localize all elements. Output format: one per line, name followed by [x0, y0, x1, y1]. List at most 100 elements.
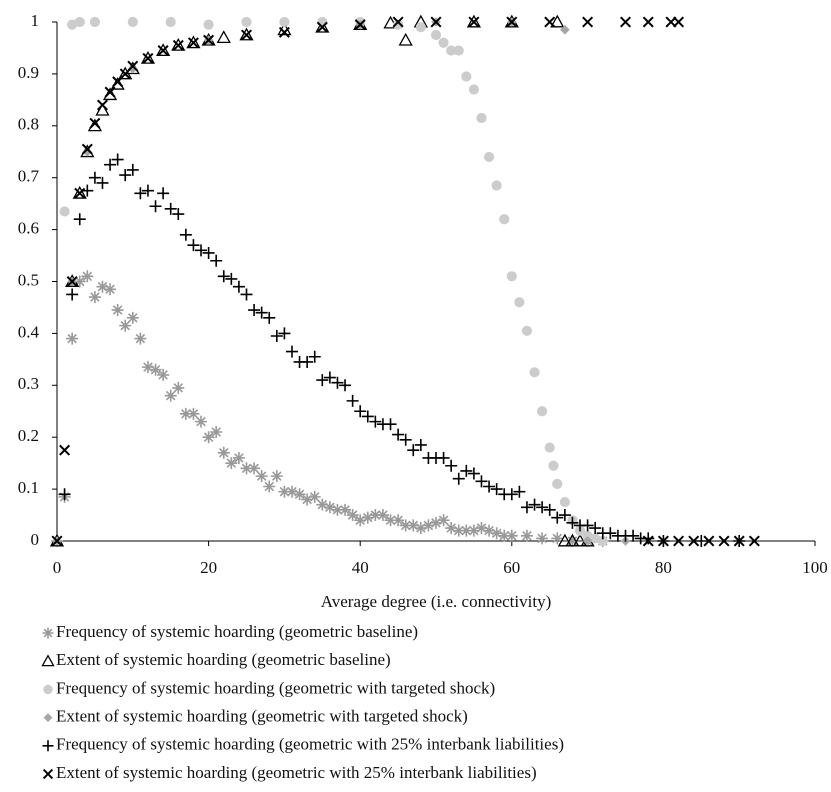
point — [475, 475, 488, 488]
point — [551, 532, 564, 545]
point — [210, 426, 223, 439]
point — [95, 102, 110, 116]
point — [217, 446, 230, 459]
point — [346, 509, 359, 522]
point — [248, 304, 261, 317]
point — [703, 535, 715, 547]
point — [73, 275, 86, 288]
point — [346, 394, 359, 407]
point — [111, 304, 124, 317]
point — [278, 485, 291, 498]
y-tick-label: 0.4 — [18, 322, 40, 341]
point — [316, 498, 329, 511]
point — [499, 214, 510, 225]
point — [59, 206, 70, 217]
point — [339, 379, 352, 392]
legend-label: Extent of systemic hoarding (geometric w… — [56, 707, 468, 726]
point — [164, 389, 177, 402]
point — [240, 288, 253, 301]
point — [393, 19, 404, 30]
point — [172, 208, 185, 221]
point — [240, 29, 253, 41]
point — [529, 367, 540, 378]
point — [466, 14, 482, 28]
point — [104, 158, 117, 171]
point — [560, 24, 570, 35]
point — [88, 171, 101, 184]
x-tick-label: 100 — [802, 558, 828, 577]
point — [414, 438, 427, 451]
point — [179, 228, 192, 241]
legend-marker — [42, 740, 54, 752]
point — [483, 524, 496, 537]
y-tick-label: 0.8 — [18, 115, 39, 134]
point — [241, 16, 252, 28]
point — [399, 519, 412, 532]
y-tick-label: 0.9 — [18, 63, 39, 82]
point — [369, 509, 382, 522]
point — [581, 519, 594, 532]
point — [604, 527, 617, 540]
point — [460, 524, 473, 537]
point — [392, 428, 405, 441]
legend-marker — [43, 684, 53, 695]
y-tick-label: 0.2 — [18, 426, 39, 445]
point — [392, 514, 405, 527]
point — [239, 27, 254, 41]
point — [102, 87, 118, 101]
point — [263, 311, 276, 324]
point — [96, 176, 109, 189]
point — [384, 514, 397, 527]
point — [491, 180, 502, 191]
point — [308, 350, 321, 363]
point — [506, 16, 518, 28]
point — [202, 431, 215, 444]
point — [354, 514, 367, 527]
point — [279, 16, 290, 28]
point — [619, 16, 632, 28]
y-tick-label: 1 — [31, 11, 40, 30]
point — [232, 280, 245, 293]
point — [134, 332, 147, 345]
legend-marker — [42, 768, 54, 780]
legend-label: Frequency of systemic hoarding (geometri… — [56, 678, 495, 697]
point — [490, 527, 503, 540]
point — [597, 535, 608, 547]
point — [407, 444, 420, 457]
point — [354, 19, 366, 31]
point — [187, 239, 200, 252]
point — [58, 488, 71, 501]
point — [164, 202, 177, 215]
point — [128, 63, 138, 74]
point — [111, 153, 124, 166]
point — [59, 444, 71, 456]
point — [384, 418, 397, 431]
point — [437, 451, 450, 464]
point — [536, 532, 549, 545]
point — [187, 37, 199, 49]
point — [308, 490, 321, 503]
point — [316, 21, 328, 33]
point — [172, 381, 185, 394]
point — [544, 16, 556, 28]
point — [642, 16, 654, 28]
point — [74, 16, 85, 28]
point — [270, 329, 283, 342]
point — [537, 406, 548, 417]
point — [514, 297, 525, 308]
point — [558, 509, 571, 522]
x-tick-label: 60 — [503, 558, 520, 577]
y-tick-label: 0.5 — [18, 270, 39, 289]
point — [96, 280, 109, 293]
legend-label: Extent of systemic hoarding (geometric w… — [56, 763, 537, 782]
point — [461, 71, 472, 82]
point — [398, 32, 413, 46]
point — [392, 16, 404, 28]
legend-label: Extent of systemic hoarding (geometric b… — [56, 650, 391, 669]
point — [210, 254, 223, 267]
point — [506, 271, 517, 282]
point — [216, 30, 231, 44]
point — [566, 516, 579, 529]
point — [407, 519, 420, 532]
